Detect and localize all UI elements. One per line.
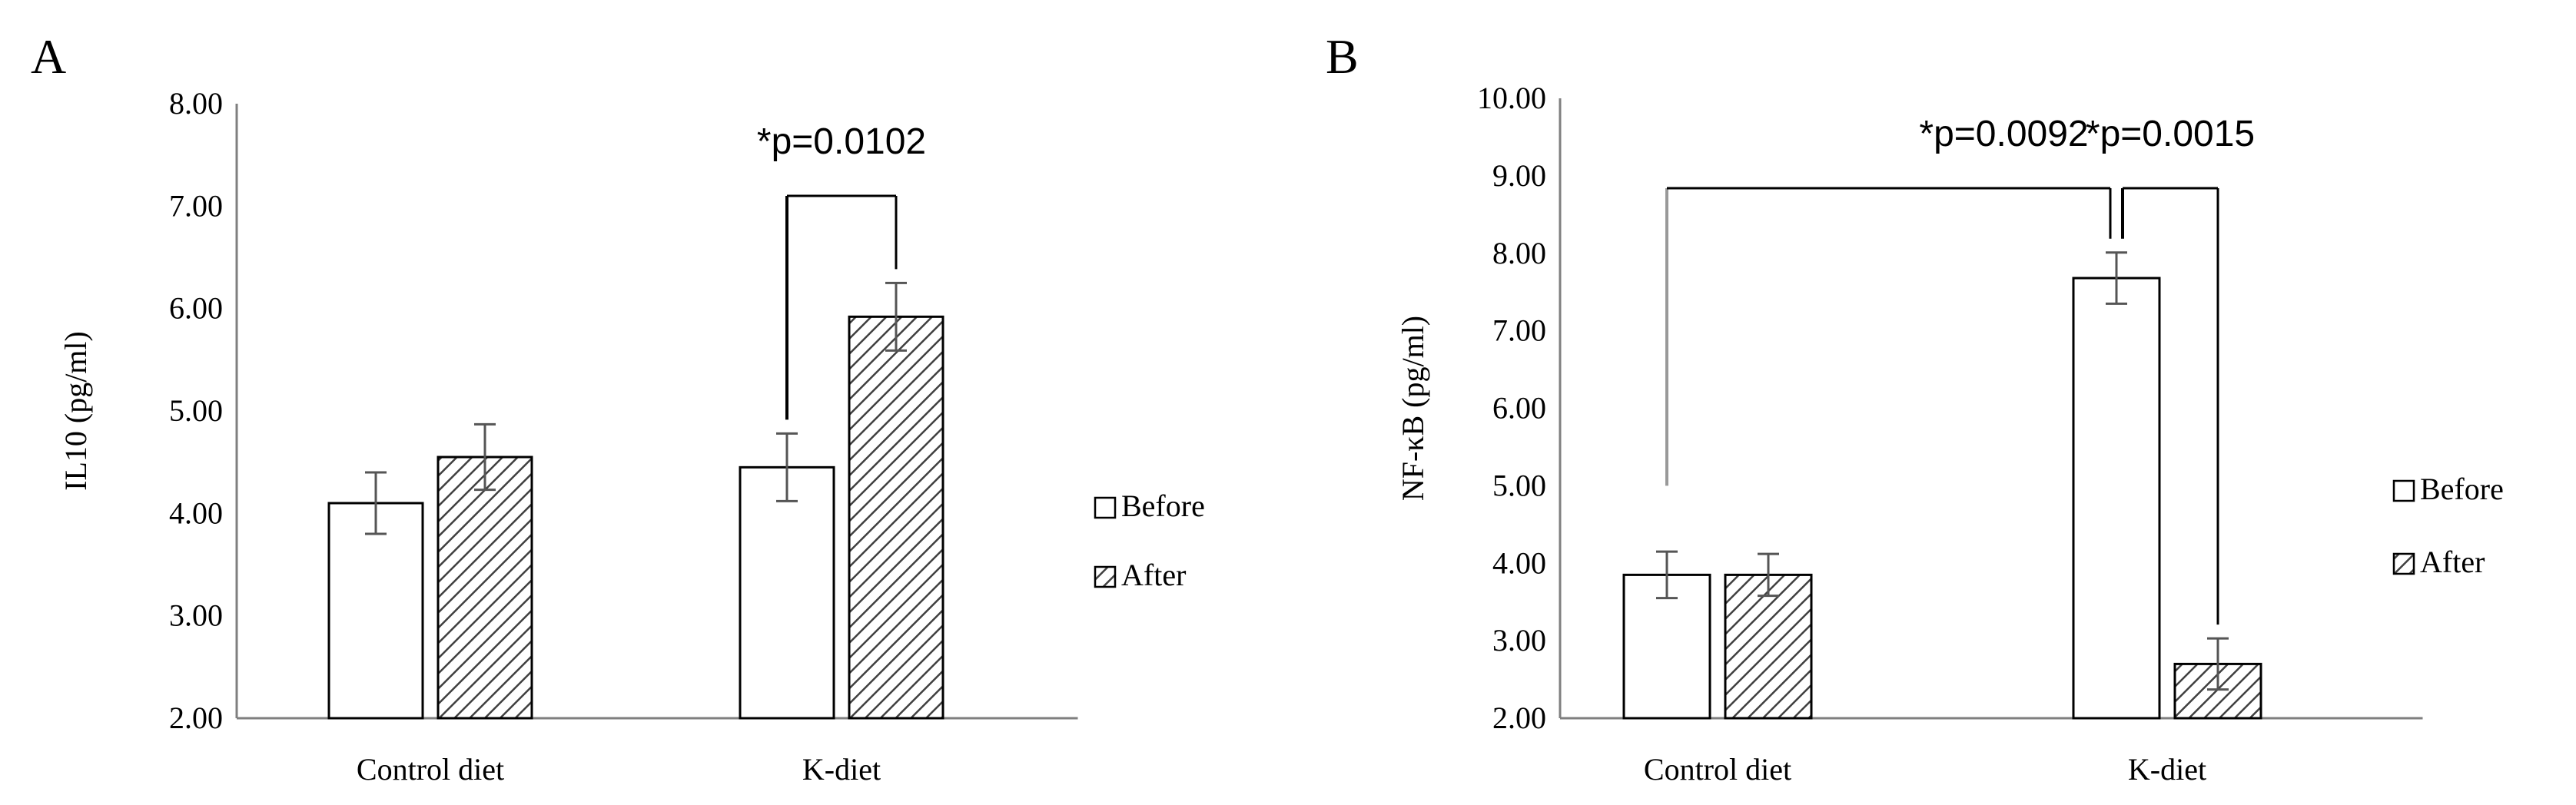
y-tick-label: 6.00 [1492, 391, 1546, 426]
bar-before-1 [2072, 277, 2161, 720]
significance-label: *p=0.0102 [757, 121, 926, 162]
y-tick-label: 4.00 [1492, 545, 1546, 580]
significance-label: *p=0.0015 [2086, 114, 2255, 154]
panel-letter: A [31, 29, 66, 84]
y-tick-label: 9.00 [1492, 158, 1546, 193]
y-tick-label: 5.00 [169, 393, 223, 428]
y-tick-label: 2.00 [169, 701, 223, 735]
y-tick-label: 6.00 [169, 291, 223, 326]
bar-after-0 [437, 456, 533, 720]
chart-panel-B: B 2.00 3.00 4.00 5.00 6.00 7.00 8.00 9.00 10.00 NF… [1326, 29, 2504, 787]
y-tick-label: 10.00 [1477, 81, 1546, 115]
y-axis-title: IL10 (pg/ml) [58, 331, 93, 491]
x-category-label: Control diet [357, 752, 504, 787]
y-tick-label: 2.00 [1492, 701, 1546, 735]
y-tick-label: 7.00 [1492, 313, 1546, 348]
y-tick-label: 3.00 [1492, 623, 1546, 658]
y-tick-label: 3.00 [169, 598, 223, 633]
x-category-label: K-diet [2128, 752, 2206, 787]
y-tick-label: 7.00 [169, 188, 223, 223]
bar-before-0 [327, 502, 424, 720]
bar-after-0 [1724, 573, 1813, 720]
chart-panel-A: A 2.00 3.00 4.00 5.00 6.00 7.00 8.00 IL10 (pg/ml… [31, 29, 1205, 787]
legend-swatch-before [2392, 479, 2415, 502]
legend-label-after: After [1121, 558, 1186, 592]
bar-before-1 [739, 465, 835, 720]
y-tick-label: 8.00 [169, 86, 223, 121]
x-category-label: K-diet [802, 752, 881, 787]
legend-swatch-after [1094, 565, 1117, 588]
legend-swatch-after [2392, 552, 2415, 575]
significance-label: *p=0.0092 [1919, 114, 2088, 154]
legend-label-before: Before [2420, 472, 2504, 506]
x-category-label: Control diet [1644, 752, 1791, 787]
y-tick-label: 4.00 [169, 495, 223, 530]
y-axis-title: NF-κB (pg/ml) [1396, 316, 1430, 501]
legend-label-before: Before [1121, 489, 1205, 523]
y-tick-label: 8.00 [1492, 236, 1546, 270]
y-tick-label: 5.00 [1492, 468, 1546, 502]
legend-label-after: After [2420, 545, 2485, 579]
panel-letter: B [1326, 29, 1359, 84]
bar-after-1 [848, 315, 944, 720]
legend-swatch-before [1094, 496, 1117, 519]
